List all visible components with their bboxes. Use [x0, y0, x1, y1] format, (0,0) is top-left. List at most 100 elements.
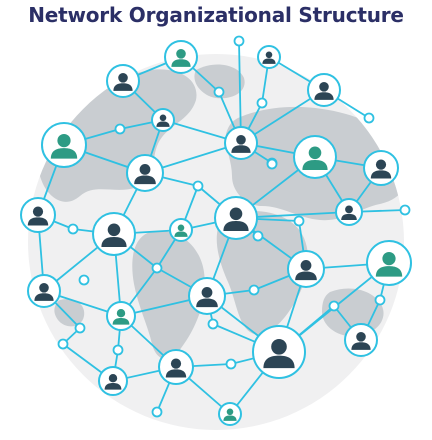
- person-icon: [375, 159, 387, 170]
- junction-dot: [256, 97, 268, 109]
- person-body-icon: [165, 369, 187, 378]
- person-node: [164, 40, 198, 74]
- junction-dot: [374, 294, 386, 306]
- person-node: [252, 325, 306, 379]
- landmass-greenland: [194, 64, 245, 99]
- person-node: [188, 277, 226, 315]
- junction-dot: [266, 158, 278, 170]
- junction-dot: [67, 223, 79, 235]
- person-node: [158, 349, 194, 385]
- diagram-title: Network Organizational Structure: [28, 3, 404, 27]
- person-icon: [236, 135, 246, 145]
- person-node: [98, 366, 128, 396]
- person-node: [293, 135, 337, 179]
- person-body-icon: [302, 159, 328, 171]
- junction-dot: [114, 123, 126, 135]
- junction-dot: [57, 338, 69, 350]
- person-icon: [107, 223, 121, 237]
- person-node: [224, 126, 258, 160]
- person-node: [126, 154, 164, 192]
- person-node: [214, 196, 258, 240]
- person-body-icon: [223, 415, 237, 421]
- person-node: [366, 240, 412, 286]
- person-icon: [226, 408, 234, 416]
- person-body-icon: [104, 382, 122, 390]
- person-icon: [39, 283, 49, 293]
- person-body-icon: [34, 293, 54, 301]
- person-body-icon: [27, 217, 49, 226]
- person-node: [41, 122, 87, 168]
- junction-dot: [112, 344, 124, 356]
- person-nodes: [20, 40, 412, 426]
- person-icon: [308, 146, 322, 160]
- person-node: [218, 402, 242, 426]
- person-body-icon: [314, 92, 334, 100]
- person-icon: [139, 164, 151, 175]
- junction-dots: [57, 35, 411, 418]
- junction-dot: [233, 35, 245, 47]
- junction-dot: [207, 318, 219, 330]
- person-icon: [57, 134, 71, 148]
- person-body-icon: [113, 83, 133, 91]
- landmass-africa: [216, 211, 309, 335]
- junction-dot: [192, 180, 204, 192]
- person-node: [287, 250, 325, 288]
- person-icon: [319, 82, 329, 92]
- person-node: [20, 197, 56, 233]
- person-icon: [201, 287, 213, 298]
- junction-dot: [399, 204, 411, 216]
- junction-dot: [252, 230, 264, 242]
- person-icon: [382, 252, 396, 266]
- person-body-icon: [351, 342, 371, 350]
- person-body-icon: [231, 145, 251, 153]
- person-icon: [356, 332, 366, 342]
- landmass-north-america: [37, 69, 197, 202]
- person-body-icon: [370, 170, 392, 179]
- person-icon: [176, 49, 186, 59]
- person-icon: [300, 260, 312, 271]
- person-body-icon: [156, 121, 170, 127]
- person-node: [27, 274, 61, 308]
- junction-dot: [74, 322, 86, 334]
- landmass-southern-island: [54, 298, 85, 327]
- person-icon: [229, 207, 243, 221]
- person-body-icon: [295, 271, 317, 281]
- person-body-icon: [50, 148, 78, 159]
- person-icon: [265, 51, 273, 59]
- person-icon: [108, 374, 118, 383]
- person-body-icon: [375, 266, 403, 277]
- person-node: [169, 218, 193, 242]
- person-node: [92, 212, 136, 256]
- junction-dot: [293, 215, 305, 227]
- person-icon: [271, 339, 287, 355]
- person-icon: [118, 73, 128, 83]
- person-node: [257, 45, 281, 69]
- person-node: [106, 301, 136, 331]
- person-body-icon: [171, 59, 191, 67]
- person-icon: [32, 206, 44, 217]
- person-node: [344, 323, 378, 357]
- junction-dot: [213, 86, 225, 98]
- person-node: [307, 73, 341, 107]
- person-body-icon: [223, 220, 249, 232]
- junction-dot: [151, 262, 163, 274]
- junction-dot: [151, 406, 163, 418]
- junction-dot: [328, 300, 340, 312]
- person-node: [363, 150, 399, 186]
- person-body-icon: [174, 231, 188, 237]
- person-node: [106, 64, 140, 98]
- person-body-icon: [263, 355, 295, 369]
- connection-line: [238, 40, 242, 144]
- person-node: [151, 108, 175, 132]
- junction-dot: [78, 274, 90, 286]
- person-body-icon: [134, 175, 156, 185]
- person-body-icon: [196, 298, 218, 308]
- junction-dot: [225, 358, 237, 370]
- person-icon: [159, 114, 167, 122]
- person-body-icon: [341, 213, 357, 221]
- junction-dot: [248, 284, 260, 296]
- person-icon: [116, 309, 126, 318]
- junction-dot: [363, 112, 375, 124]
- person-node: [335, 198, 363, 226]
